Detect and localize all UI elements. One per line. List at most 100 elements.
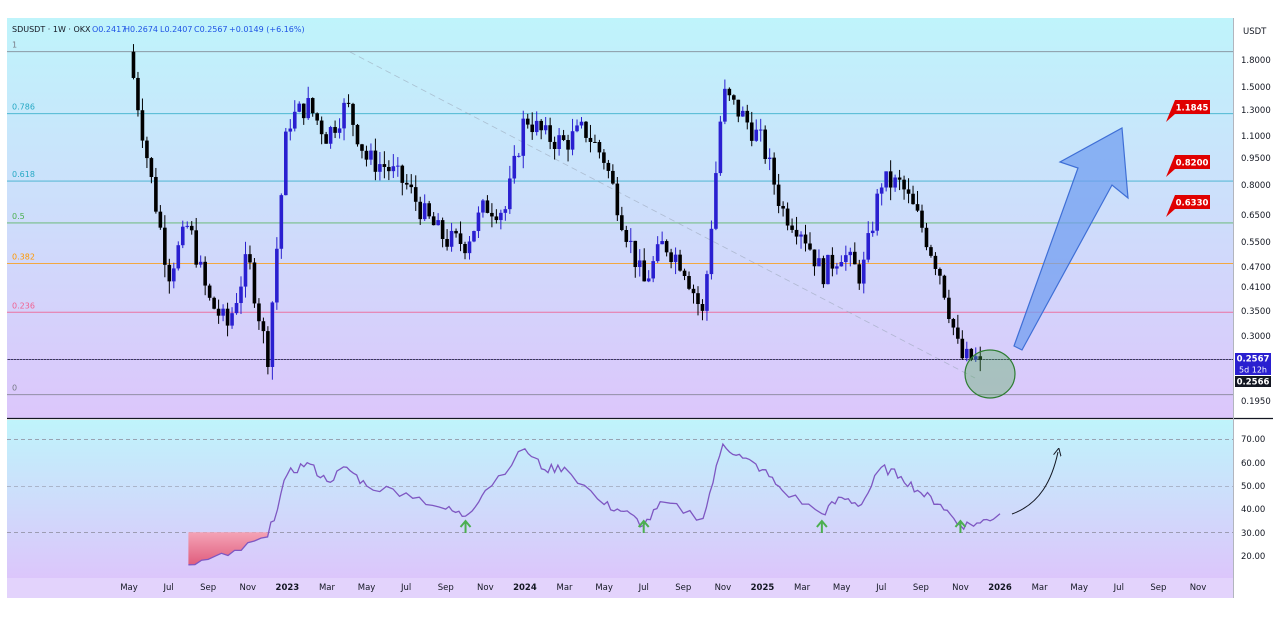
candles[interactable]: [131, 44, 983, 380]
candle[interactable]: [257, 298, 261, 330]
candle[interactable]: [369, 143, 373, 165]
candle[interactable]: [593, 134, 597, 143]
candle[interactable]: [279, 193, 284, 259]
candle[interactable]: [252, 258, 257, 308]
last-price-tag[interactable]: [1235, 353, 1271, 364]
candle[interactable]: [239, 276, 243, 314]
candle[interactable]: [566, 134, 570, 162]
candle[interactable]: [552, 136, 557, 160]
candle[interactable]: [633, 240, 638, 278]
candle[interactable]: [628, 228, 633, 254]
candle[interactable]: [772, 152, 776, 195]
candle[interactable]: [642, 248, 647, 282]
target-label-2[interactable]: 0.8200: [1166, 155, 1210, 177]
candle[interactable]: [525, 113, 530, 129]
candle[interactable]: [207, 283, 212, 301]
candle[interactable]: [516, 152, 521, 158]
candle[interactable]: [306, 86, 311, 120]
candle[interactable]: [413, 175, 418, 211]
candle[interactable]: [897, 169, 902, 191]
candle[interactable]: [821, 255, 826, 288]
candle[interactable]: [373, 138, 378, 181]
candle[interactable]: [297, 101, 302, 113]
candle[interactable]: [445, 229, 449, 251]
candle[interactable]: [602, 149, 606, 170]
target-label-3[interactable]: 0.6330: [1166, 195, 1210, 217]
candle[interactable]: [490, 203, 494, 228]
candle[interactable]: [646, 270, 651, 283]
candle[interactable]: [852, 242, 857, 265]
candle[interactable]: [951, 317, 956, 336]
candle[interactable]: [579, 117, 584, 129]
candle[interactable]: [230, 307, 234, 329]
candle[interactable]: [503, 206, 508, 221]
candle[interactable]: [879, 183, 884, 206]
candle[interactable]: [422, 194, 427, 222]
candle[interactable]: [382, 151, 387, 179]
candle[interactable]: [163, 215, 167, 278]
candle[interactable]: [682, 268, 687, 281]
candle[interactable]: [915, 190, 920, 213]
candle[interactable]: [736, 99, 741, 123]
candle[interactable]: [427, 200, 431, 219]
candle[interactable]: [346, 94, 351, 108]
candle[interactable]: [387, 160, 391, 181]
candle[interactable]: [355, 123, 360, 147]
candle[interactable]: [194, 217, 199, 268]
candle[interactable]: [606, 159, 611, 179]
candle[interactable]: [360, 143, 364, 159]
candle[interactable]: [530, 112, 535, 140]
candle[interactable]: [167, 258, 172, 294]
candle[interactable]: [965, 341, 969, 362]
candle[interactable]: [830, 247, 835, 277]
candle[interactable]: [740, 106, 745, 117]
candle[interactable]: [857, 259, 862, 290]
candle[interactable]: [391, 154, 396, 179]
candle[interactable]: [938, 267, 942, 285]
candle[interactable]: [655, 236, 660, 263]
candle[interactable]: [812, 249, 817, 276]
candle[interactable]: [687, 271, 691, 291]
candle[interactable]: [911, 185, 915, 205]
last-price-tag-2[interactable]: [1235, 376, 1271, 387]
candle[interactable]: [275, 237, 279, 310]
candle[interactable]: [570, 118, 575, 156]
candle[interactable]: [131, 44, 136, 80]
candle[interactable]: [548, 117, 552, 150]
candle[interactable]: [888, 160, 893, 201]
candle[interactable]: [844, 245, 848, 271]
candle[interactable]: [893, 174, 897, 192]
candle[interactable]: [669, 248, 673, 269]
candle[interactable]: [270, 301, 275, 380]
candle[interactable]: [714, 161, 718, 231]
candle[interactable]: [620, 206, 624, 232]
candle[interactable]: [848, 247, 853, 267]
candle[interactable]: [808, 232, 812, 251]
candle[interactable]: [794, 216, 799, 245]
candle[interactable]: [597, 139, 602, 159]
candle[interactable]: [906, 178, 911, 204]
candle[interactable]: [615, 176, 620, 221]
candle[interactable]: [234, 293, 239, 315]
candle[interactable]: [185, 221, 190, 229]
projection-arrow[interactable]: [1013, 127, 1129, 351]
candle[interactable]: [172, 262, 176, 289]
candle[interactable]: [799, 231, 803, 249]
candle[interactable]: [364, 145, 369, 167]
candle[interactable]: [691, 284, 696, 304]
candle[interactable]: [409, 174, 414, 194]
candle[interactable]: [942, 274, 947, 300]
candle[interactable]: [700, 299, 705, 321]
candle[interactable]: [292, 100, 297, 132]
candle[interactable]: [431, 212, 436, 226]
candle[interactable]: [956, 314, 960, 344]
candle[interactable]: [266, 326, 270, 375]
candle[interactable]: [521, 110, 526, 169]
candle[interactable]: [933, 252, 938, 276]
candle[interactable]: [158, 205, 163, 230]
candle[interactable]: [136, 71, 140, 117]
candle[interactable]: [243, 241, 248, 298]
candle[interactable]: [866, 221, 871, 263]
price-axis[interactable]: 1.8000 1.5000 1.3000 1.1000 0.9500 0.800…: [1241, 56, 1271, 407]
